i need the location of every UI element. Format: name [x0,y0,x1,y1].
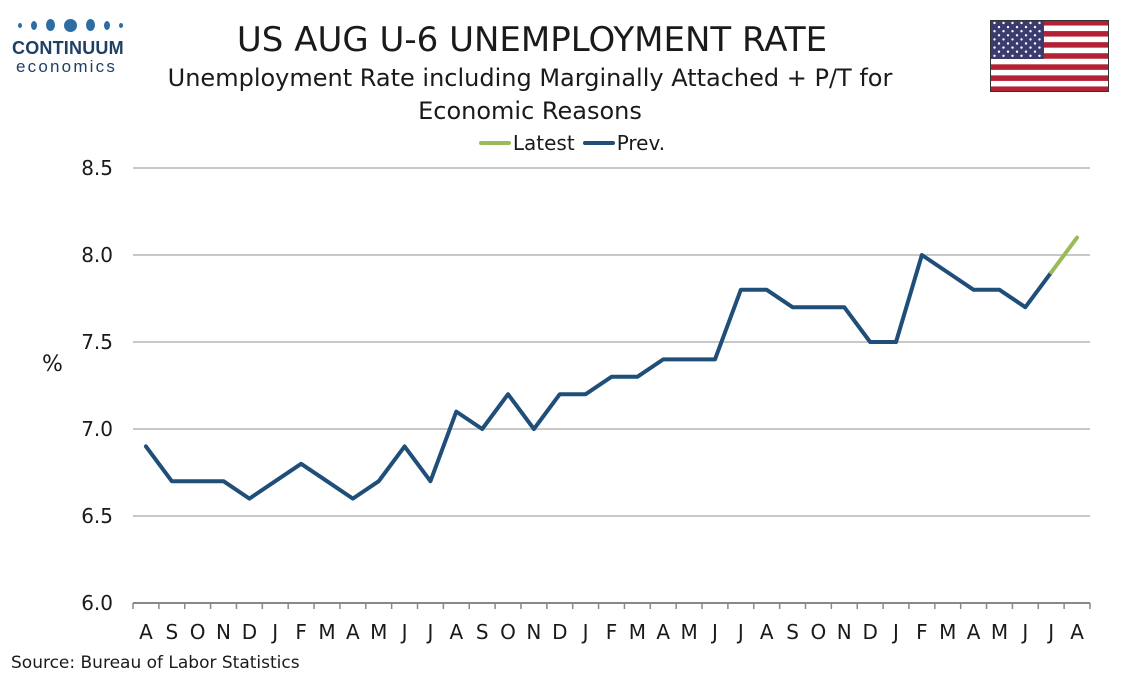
x-tick-label: N [216,620,231,644]
x-tick-label: F [606,620,618,644]
y-tick-label: 6.5 [81,504,113,528]
x-tick-label: A [346,620,360,644]
x-tick-label: J [400,620,408,644]
x-tick-label: J [425,620,433,644]
y-tick-label: 8.0 [81,243,113,267]
x-tick-label: M [370,620,387,644]
legend-swatch-latest [478,141,511,145]
legend-item-latest: Latest [478,131,575,155]
x-tick-label: M [629,620,646,644]
x-tick-label: A [449,620,463,644]
x-tick-label: M [991,620,1008,644]
x-tick-label: A [1070,620,1084,644]
x-tick-label: J [891,620,899,644]
x-tick-label: J [270,620,278,644]
x-tick-label: F [295,620,307,644]
legend-label-prev: Prev. [616,131,666,155]
logo-tagline: economics [16,57,118,76]
x-tick-label: D [862,620,877,644]
legend-label-latest: Latest [512,131,575,155]
chart-legend: Latest Prev. [0,131,1134,155]
x-tick-label: S [165,620,178,644]
x-tick-label: S [786,620,799,644]
x-tick-label: M [939,620,956,644]
x-tick-label: A [139,620,153,644]
x-tick-label: O [190,620,206,644]
x-tick-label: O [500,620,516,644]
x-tick-label: F [916,620,928,644]
x-tick-label: S [476,620,489,644]
y-tick-label: 7.5 [81,330,113,354]
us-flag-icon [990,20,1109,92]
x-tick-label: J [581,620,589,644]
series-line-latest [1049,235,1080,275]
x-tick-label: A [967,620,981,644]
x-tick-label: A [656,620,670,644]
series-line-prev [143,253,1054,501]
x-tick-label: J [736,620,744,644]
y-axis-label: % [42,352,63,377]
x-tick-label: M [318,620,335,644]
y-tick-label: 7.0 [81,417,113,441]
x-tick-label: D [552,620,567,644]
x-tick-label: M [680,620,697,644]
y-tick-label: 8.5 [81,156,113,180]
x-tick-label: N [526,620,541,644]
chart-title: US AUG U-6 UNEMPLOYMENT RATE [236,20,828,60]
x-tick-label: N [837,620,852,644]
x-tick-label: J [710,620,718,644]
continuum-logo: CONTINUUM economics [12,14,142,76]
legend-item-prev: Prev. [582,131,666,155]
chart-subtitle: Unemployment Rate including Marginally A… [167,64,893,125]
source-note: Source: Bureau of Labor Statistics [11,653,300,673]
logo-wordmark: CONTINUUM [12,38,124,58]
x-tick-label: A [760,620,774,644]
legend-swatch-prev [582,141,615,145]
x-tick-label: D [242,620,257,644]
x-tick-label: J [1046,620,1054,644]
y-tick-label: 6.0 [81,591,113,615]
logo-dots-icon [18,14,142,36]
x-tick-label: J [1020,620,1028,644]
x-tick-label: O [811,620,827,644]
